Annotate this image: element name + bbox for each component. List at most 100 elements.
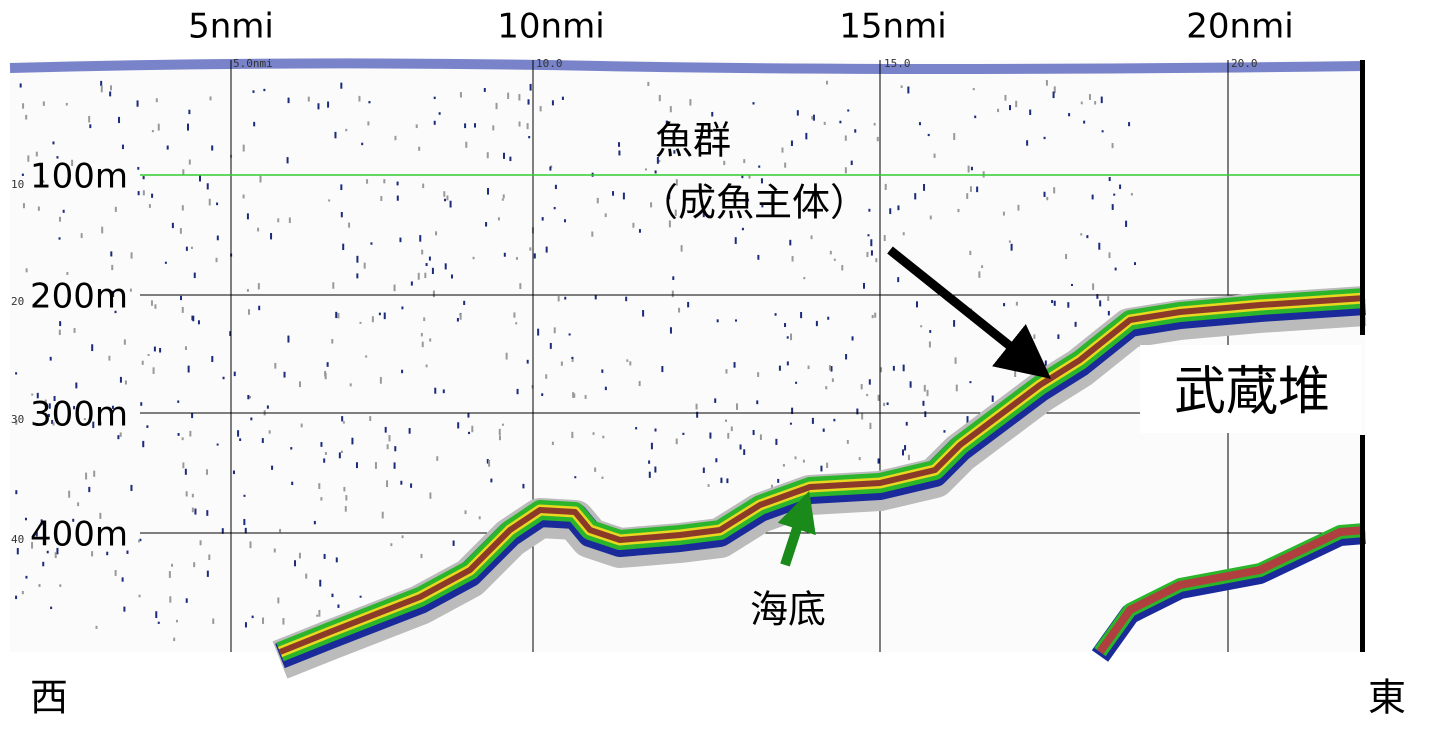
echo-dot [711,112,713,117]
echo-dot [1080,233,1082,235]
echo-dot [348,223,350,228]
echo-dot [1003,303,1005,306]
echo-dot [1071,284,1073,286]
echo-dot [434,97,436,99]
echo-dot [974,116,976,119]
echo-dot [422,184,424,189]
echo-dot [612,191,614,196]
annotation: 武蔵堆 [1174,362,1330,422]
echo-dot [59,321,61,326]
echo-dot [1083,121,1085,124]
echo-dot [171,564,173,567]
echo-dot [795,382,797,384]
echo-dot [397,196,399,201]
echo-dot [248,309,250,315]
echo-dot [211,145,213,150]
echo-dot [485,222,487,226]
echo-dot [863,283,865,289]
echo-dot [421,333,423,336]
echo-dot [929,341,931,347]
echo-dot [496,103,498,109]
echo-dot [151,300,153,305]
echo-dot [681,245,683,252]
echo-dot [365,355,367,357]
echo-dot [1102,130,1104,132]
echo-dot [545,374,547,379]
echo-dot [474,123,476,127]
x-label: 15nmi [839,7,946,47]
echo-dot [1115,268,1117,271]
echo-dot [245,622,247,627]
echo-dot [841,265,843,270]
echo-dot [490,479,492,483]
echo-dot [319,580,321,587]
echo-dot [158,124,160,131]
echo-dot [554,207,556,209]
echo-dot [341,451,343,453]
echo-dot [22,174,24,176]
echo-dot [537,329,539,336]
echo-dot [541,393,543,396]
echo-dot [1099,300,1101,306]
echo-dot [81,233,83,238]
echo-dot [287,157,289,163]
echo-dot [1053,92,1055,99]
echo-dot [503,153,505,159]
echo-dot [670,327,672,333]
echo-dot [916,301,918,307]
echo-dot [191,247,193,249]
echo-dot [125,380,127,384]
echo-dot [1015,101,1017,107]
echo-dot [400,481,402,485]
echo-dot [93,471,95,477]
echo-dot [720,478,722,483]
echo-dot [499,429,501,435]
echo-dot [820,466,822,472]
echo-dot [327,362,329,367]
echo-dot [564,219,566,222]
echo-dot [735,237,737,244]
echo-dot [142,441,144,447]
echo-dot [260,176,262,183]
right-bar [1360,435,1365,652]
echo-dot [845,167,847,173]
echo-dot [787,336,789,338]
direction: 西 [30,676,68,720]
echo-dot [872,315,874,318]
echo-dot [800,312,802,318]
echo-dot [825,386,827,389]
echo-dot [847,440,849,444]
echo-dot [432,268,434,274]
echo-dot [834,259,836,261]
echo-dot [360,596,362,598]
echo-dot [138,191,140,195]
echo-dot [109,91,111,96]
echo-dot [649,472,651,478]
echo-dot [861,413,863,419]
echo-dot [907,86,909,93]
echo-dot [519,121,521,126]
echo-dot [250,417,252,420]
echo-dot [928,134,930,136]
echo-dot [287,336,289,343]
echo-dot [146,425,148,428]
echo-dot [59,330,61,335]
echo-dot [527,123,529,129]
echo-dot [1009,240,1011,242]
echo-dot [182,205,184,210]
echo-dot [826,463,828,468]
echo-dot [429,492,431,498]
echo-dot [435,231,437,235]
echo-dot [593,432,595,435]
echo-dot [401,370,403,373]
echo-dot [316,615,318,617]
image-label: 30 [11,413,24,426]
echo-dot [727,433,729,439]
echo-dot [897,205,899,210]
echo-dot [410,483,412,487]
echo-dot [20,83,22,87]
echo-dot [866,252,868,257]
echo-dot [15,596,17,599]
echo-dot [143,190,145,195]
echo-dot [789,240,791,246]
